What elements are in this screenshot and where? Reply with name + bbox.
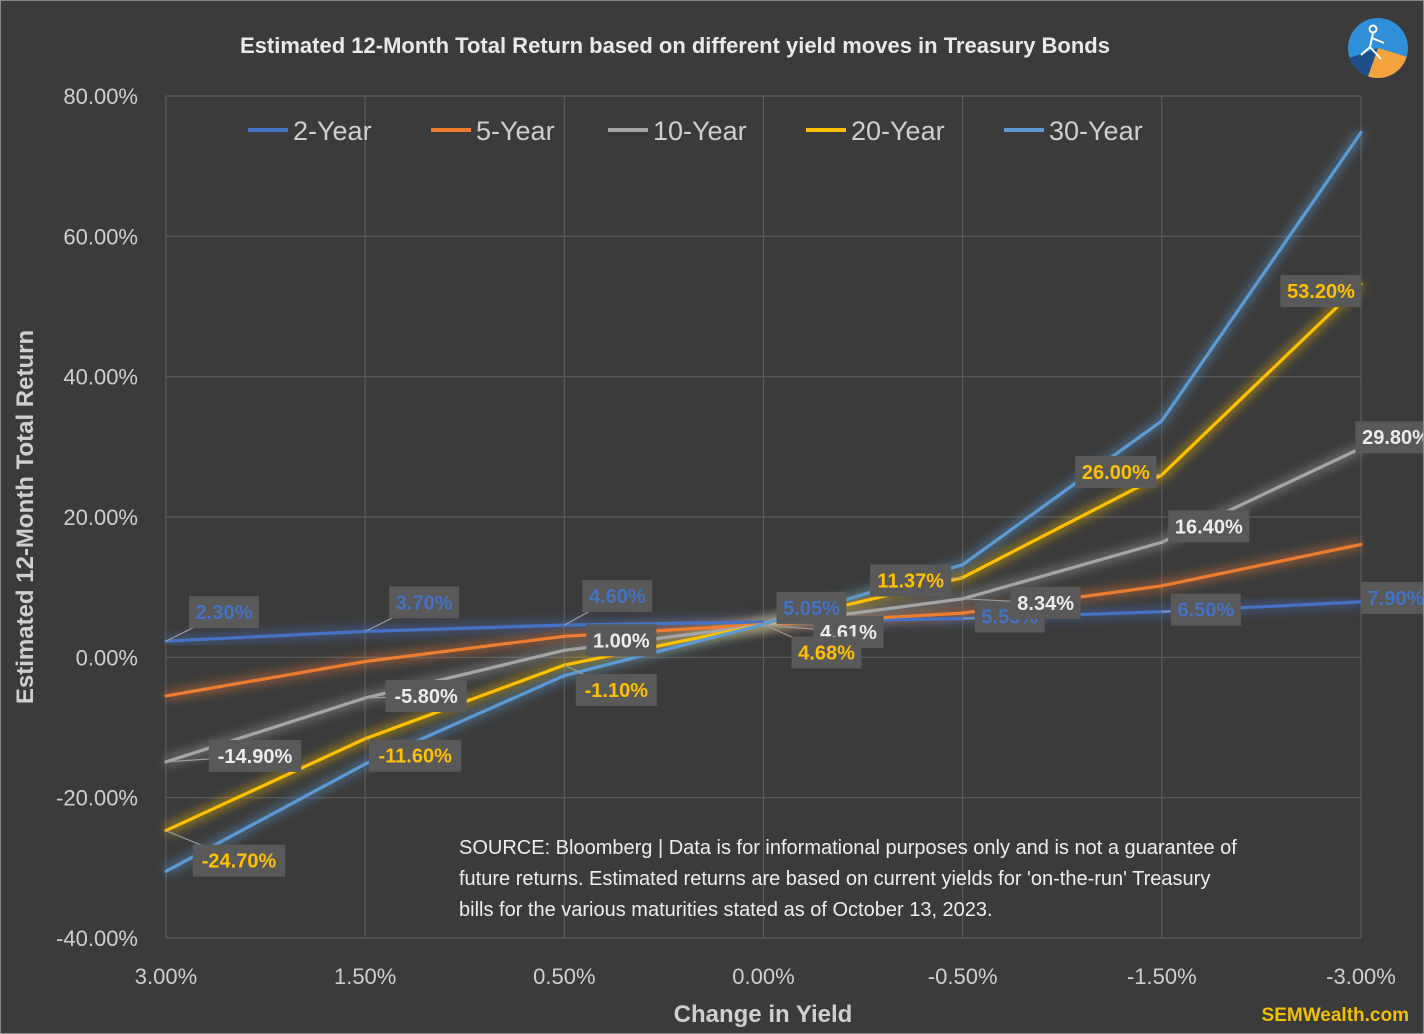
- data-label-text: 1.00%: [593, 630, 650, 652]
- data-label: 3.70%: [364, 586, 460, 632]
- data-label: -14.90%: [165, 739, 302, 772]
- data-label: 7.90%: [1360, 581, 1423, 614]
- series-line-30-year: [164, 130, 1363, 873]
- data-label-box: [1361, 581, 1423, 614]
- data-label: 11.37%: [870, 564, 963, 597]
- data-label: -5.80%: [365, 680, 467, 713]
- data-label-text: -24.70%: [202, 851, 277, 873]
- data-label: 26.00%: [1075, 455, 1162, 488]
- data-label-box: [575, 674, 657, 707]
- data-label-box: [1170, 593, 1241, 626]
- data-label: 2.30%: [165, 596, 259, 642]
- gridlines: [165, 95, 1362, 939]
- data-labels: 2.30% 3.70% 4.60%5.05% 5.53% 6.50%7.90%-14.9…: [165, 275, 1423, 877]
- legend-label: 10-Year: [653, 116, 747, 146]
- data-label-box: [1168, 510, 1250, 543]
- source-note-line-1: SOURCE: Bloomberg | Data is for informat…: [459, 837, 1237, 859]
- data-label-text: -11.60%: [378, 746, 452, 768]
- x-tick-label: 1.50%: [334, 964, 396, 989]
- logo-icon: [1348, 18, 1408, 78]
- x-tick-label: -3.00%: [1326, 964, 1396, 989]
- legend-label: 30-Year: [1049, 116, 1143, 146]
- legend-entry: 10-Year: [608, 116, 747, 146]
- legend-entry: 20-Year: [806, 116, 945, 146]
- data-label-box: [192, 844, 286, 877]
- brand-watermark: SEMWealth.com: [1262, 1005, 1409, 1026]
- x-tick-label: 0.00%: [732, 964, 794, 989]
- legend-entry: 30-Year: [1004, 116, 1143, 146]
- data-label: -1.10%: [564, 664, 657, 707]
- data-label: -11.60%: [364, 738, 462, 772]
- data-label-text: 16.40%: [1175, 516, 1243, 538]
- x-axis-ticks: 3.00% 1.50% 0.50% 0.00% -0.50% -1.50% -3.00%: [135, 964, 1396, 989]
- data-label-text: 8.34%: [1017, 593, 1074, 615]
- legend-entry: 5-Year: [431, 116, 555, 146]
- data-label-text: 11.37%: [877, 571, 944, 593]
- y-tick-label: -40.00%: [56, 926, 138, 951]
- data-label-box: [189, 596, 259, 629]
- data-label-text: 2.30%: [196, 602, 253, 624]
- data-label-box: [1355, 421, 1423, 454]
- legend-label: 20-Year: [851, 116, 945, 146]
- data-label: 29.80%: [1355, 421, 1423, 454]
- legend-entry: 2-Year: [248, 116, 372, 146]
- y-tick-label: 80.00%: [63, 84, 138, 109]
- source-note-line-2: future returns. Estimated returns are ba…: [459, 868, 1210, 890]
- y-axis-ticks: 80.00% 60.00% 40.00% 20.00% 0.00% -20.00% -40.…: [56, 84, 138, 951]
- data-label-box: [586, 624, 657, 657]
- source-note: SOURCE: Bloomberg | Data is for informat…: [459, 837, 1237, 921]
- data-label: -24.70%: [165, 830, 286, 877]
- chart-title: Estimated 12-Month Total Return based on…: [240, 33, 1110, 58]
- data-label-box: [208, 739, 302, 772]
- x-axis-title: Change in Yield: [674, 1001, 853, 1028]
- data-label-text: 4.60%: [589, 586, 646, 608]
- data-label-box: [368, 739, 462, 772]
- x-tick-label: 0.50%: [533, 964, 595, 989]
- data-label-text: 53.20%: [1287, 281, 1355, 303]
- data-label-text: -14.90%: [218, 746, 293, 768]
- data-label-box: [870, 564, 952, 597]
- data-label-text: -5.80%: [394, 686, 458, 708]
- data-label-box: [1075, 455, 1157, 488]
- data-label-text: 4.68%: [798, 642, 855, 664]
- y-tick-label: 20.00%: [63, 505, 138, 530]
- data-label: 5.05%: [763, 591, 847, 624]
- data-label-text: 3.70%: [396, 592, 453, 614]
- y-tick-label: 40.00%: [63, 365, 138, 390]
- y-tick-label: 60.00%: [63, 224, 138, 249]
- source-note-line-3: bills for the various maturities stated …: [459, 899, 993, 921]
- x-tick-label: -1.50%: [1127, 964, 1197, 989]
- data-label-text: 5.05%: [783, 598, 840, 620]
- data-label: 16.40%: [1161, 510, 1250, 543]
- data-label-text: 7.90%: [1368, 588, 1423, 610]
- data-label: 1.00%: [564, 624, 657, 657]
- x-tick-label: -0.50%: [928, 964, 998, 989]
- data-label-box: [1280, 275, 1362, 308]
- x-tick-label: 3.00%: [135, 964, 197, 989]
- legend-label: 5-Year: [476, 116, 555, 146]
- data-label: 6.50%: [1161, 593, 1241, 626]
- data-label: 53.20%: [1280, 275, 1362, 308]
- legend: 2-Year 5-Year 10-Year 20-Year 30-Year: [248, 116, 1143, 146]
- data-label-text: 6.50%: [1177, 600, 1234, 622]
- data-label-text: -1.10%: [585, 680, 649, 702]
- data-label-box: [1010, 586, 1081, 619]
- data-label-box: [791, 636, 862, 669]
- data-label-box: [385, 680, 467, 713]
- data-label: 4.60%: [564, 580, 653, 626]
- data-label-text: 29.80%: [1362, 427, 1423, 449]
- y-tick-label: -20.00%: [56, 786, 138, 811]
- data-label-box: [582, 580, 653, 613]
- data-label: 4.68%: [763, 623, 862, 669]
- legend-label: 2-Year: [293, 116, 372, 146]
- data-label: 8.34%: [962, 586, 1081, 619]
- y-axis-title: Estimated 12-Month Total Return: [12, 330, 39, 704]
- y-tick-label: 0.00%: [76, 645, 138, 670]
- data-label-box: [389, 586, 460, 619]
- data-label-text: 26.00%: [1082, 462, 1150, 484]
